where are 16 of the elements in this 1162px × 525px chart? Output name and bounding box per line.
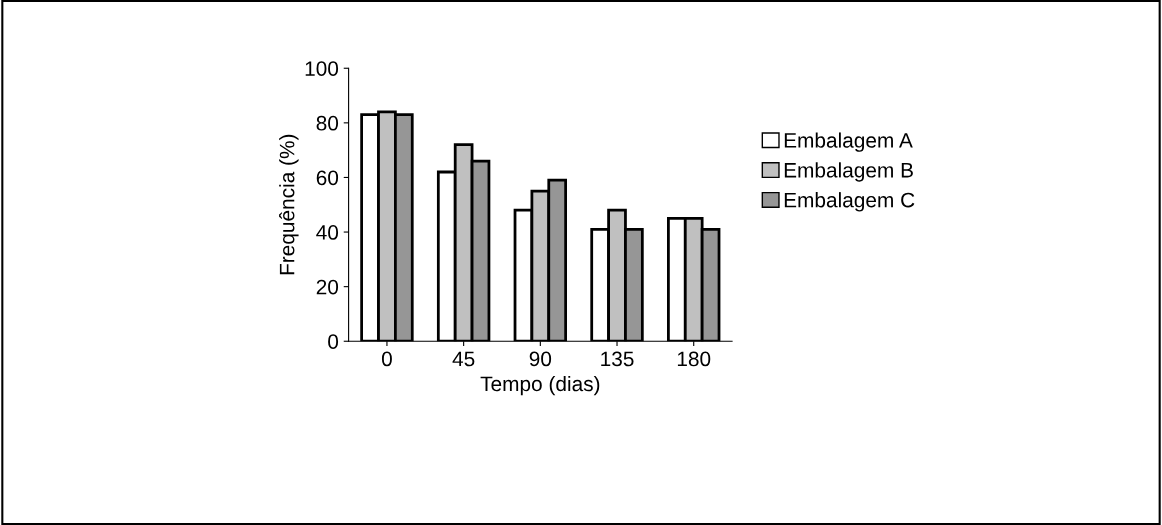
y-tick-label: 0 — [328, 334, 339, 349]
y-axis-title: Frequência (%) — [279, 134, 299, 275]
y-tick-label: 40 — [316, 225, 339, 240]
y-tick-label: 80 — [316, 115, 339, 131]
x-tick-label: 180 — [677, 351, 711, 367]
y-tick-label: 60 — [316, 170, 339, 186]
y-tick-label: 20 — [316, 279, 339, 295]
legend-label: Embalagem A — [784, 132, 913, 152]
legend-label: Embalagem C — [784, 192, 915, 212]
x-tick-label: 135 — [601, 351, 634, 367]
x-tick-label: 90 — [529, 351, 552, 367]
legend-label: Embalagem B — [784, 162, 913, 182]
x-axis-title: Tempo (dias) — [480, 375, 600, 396]
x-tick-label: 45 — [452, 351, 475, 367]
x-tick-label: 0 — [381, 351, 392, 367]
y-tick-label: 100 — [305, 61, 339, 76]
